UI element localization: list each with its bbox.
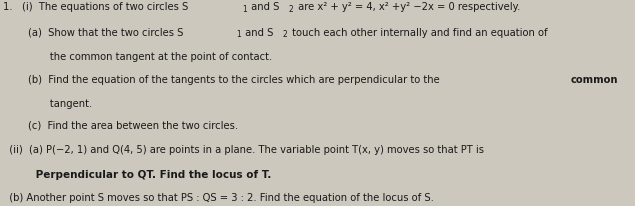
Text: 2: 2 [289,5,293,14]
Text: 1: 1 [236,30,241,39]
Text: the common tangent at the point of contact.: the common tangent at the point of conta… [3,52,272,62]
Text: (a)  Show that the two circles S: (a) Show that the two circles S [3,27,184,37]
Text: are x² + y² = 4, x² +y² −2x = 0 respectively.: are x² + y² = 4, x² +y² −2x = 0 respecti… [295,2,520,12]
Text: common: common [571,75,618,85]
Text: (c)  Find the area between the two circles.: (c) Find the area between the two circle… [3,120,238,130]
Text: and S: and S [248,2,279,12]
Text: (b)  Find the equation of the tangents to the circles which are perpendicular to: (b) Find the equation of the tangents to… [3,75,443,85]
Text: (ii)  (a) P(−2, 1) and Q(4, 5) are points in a plane. The variable point T(x, y): (ii) (a) P(−2, 1) and Q(4, 5) are points… [3,145,484,154]
Text: QUESTIONS: QUESTIONS [378,0,435,1]
Text: (b) Another point S moves so that PS : QS = 3 : 2. Find the equation of the locu: (b) Another point S moves so that PS : Q… [3,192,434,202]
Text: touch each other internally and find an equation of: touch each other internally and find an … [289,27,547,37]
Text: Perpendicular to QT. Find the locus of T.: Perpendicular to QT. Find the locus of T… [3,169,272,179]
Text: 2: 2 [283,30,287,39]
Text: 1: 1 [242,5,247,14]
Text: and S: and S [242,27,274,37]
Text: 1.   (i)  The equations of two circles S: 1. (i) The equations of two circles S [3,2,189,12]
Text: tangent.: tangent. [3,98,93,108]
